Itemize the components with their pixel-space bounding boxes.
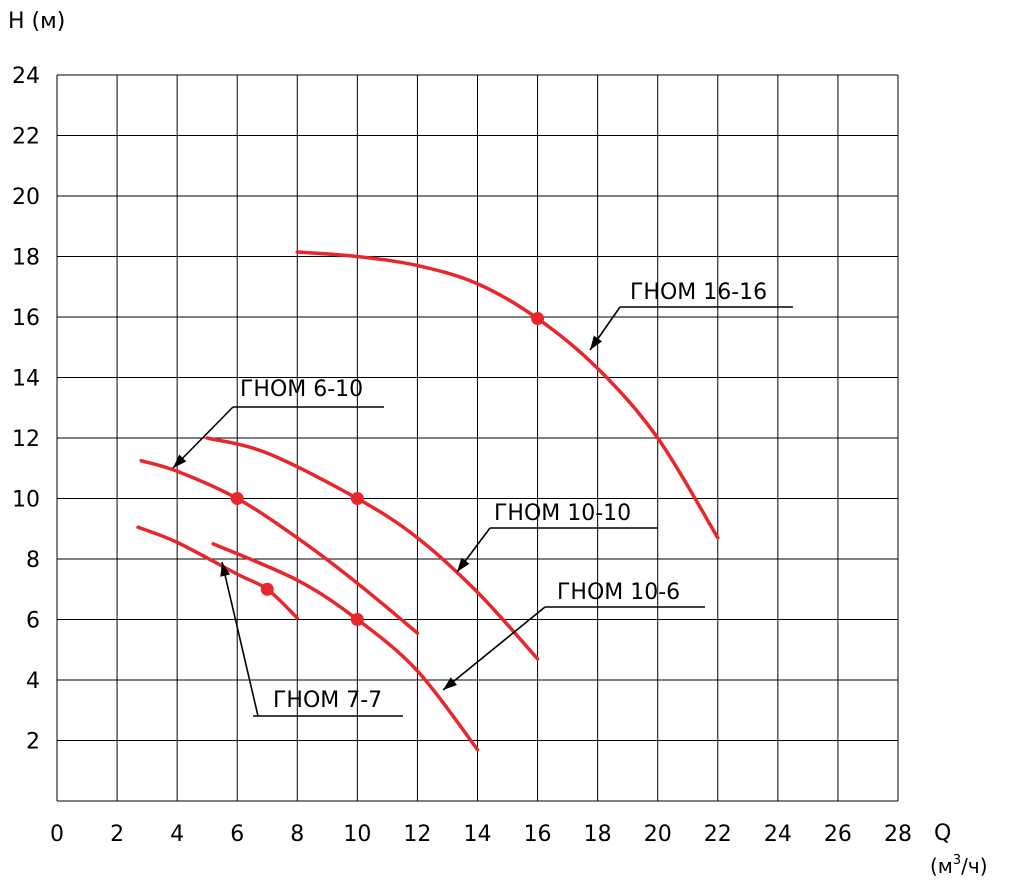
- y-tick-label: 16: [12, 306, 40, 331]
- duty-point: [350, 613, 364, 626]
- x-axis-unit: (м3/ч): [930, 853, 988, 878]
- y-tick-label: 4: [26, 669, 40, 694]
- x-tick-label: 10: [343, 822, 371, 847]
- x-tick-label: 6: [230, 822, 244, 847]
- y-tick-label: 8: [26, 548, 40, 573]
- series-line: [136, 525, 300, 620]
- leader-line: [442, 606, 546, 691]
- curve-label: ГНОМ 6-10: [240, 377, 363, 402]
- x-tick-label: 26: [824, 822, 852, 847]
- series-line: [205, 436, 540, 661]
- x-tick-label: 2: [110, 822, 124, 847]
- leader-arrowhead: [173, 454, 187, 468]
- x-tick-label: 16: [524, 822, 552, 847]
- y-tick-label: 18: [12, 246, 40, 271]
- curve-label: ГНОМ 10-6: [557, 580, 680, 605]
- duty-point: [230, 492, 244, 505]
- x-tick-label: 20: [644, 822, 672, 847]
- tick-labels: 0 2 4 6 8 10 12 14 16 18 20 22 24 26 28246810121416182…: [12, 64, 912, 847]
- leader-arrowhead: [443, 677, 458, 690]
- curve-label: ГНОМ 16-16: [630, 280, 767, 305]
- curves: [136, 250, 720, 752]
- x-tick-label: 22: [704, 822, 732, 847]
- x-tick-label: 18: [584, 822, 612, 847]
- series-line: [295, 250, 720, 540]
- x-tick-label: 0: [50, 822, 64, 847]
- series-line: [139, 458, 420, 635]
- y-tick-label: 10: [12, 488, 40, 513]
- x-axis-unit-suffix: /ч): [961, 854, 987, 878]
- y-tick-label: 14: [12, 367, 40, 392]
- leader-arrowhead: [457, 557, 470, 572]
- duty-point: [531, 312, 545, 326]
- duty-point: [350, 492, 364, 505]
- y-tick-label: 24: [12, 64, 40, 89]
- leader-line: [172, 406, 234, 469]
- x-tick-label: 12: [403, 822, 431, 847]
- leader-arrowhead: [590, 335, 603, 350]
- x-axis-unit-prefix: (м: [930, 854, 953, 878]
- leader-line: [221, 561, 259, 717]
- y-tick-label: 6: [26, 609, 40, 634]
- y-axis-title: H (м): [8, 9, 65, 34]
- x-tick-label: 24: [764, 822, 792, 847]
- grid: [56, 74, 899, 802]
- y-tick-label: 22: [12, 125, 40, 150]
- x-axis-unit-sup: 3: [953, 853, 961, 868]
- curve-label: ГНОМ 10-10: [494, 501, 631, 526]
- y-tick-label: 2: [26, 730, 40, 755]
- curve-label: ГНОМ 7-7: [273, 688, 382, 713]
- x-axis-title: Q: [934, 821, 951, 846]
- curve-labels: ГНОМ 16-16 ГНОМ 6-10 ГНОМ 10-10 ГНОМ 10-6 ГН…: [172, 280, 793, 717]
- x-tick-label: 4: [170, 822, 184, 847]
- duty-point: [260, 582, 274, 596]
- x-tick-label: 8: [290, 822, 304, 847]
- leader-arrowhead: [220, 562, 231, 577]
- y-tick-label: 12: [12, 427, 40, 452]
- x-tick-label: 28: [884, 822, 912, 847]
- x-tick-label: 14: [464, 822, 492, 847]
- y-tick-label: 20: [12, 185, 40, 210]
